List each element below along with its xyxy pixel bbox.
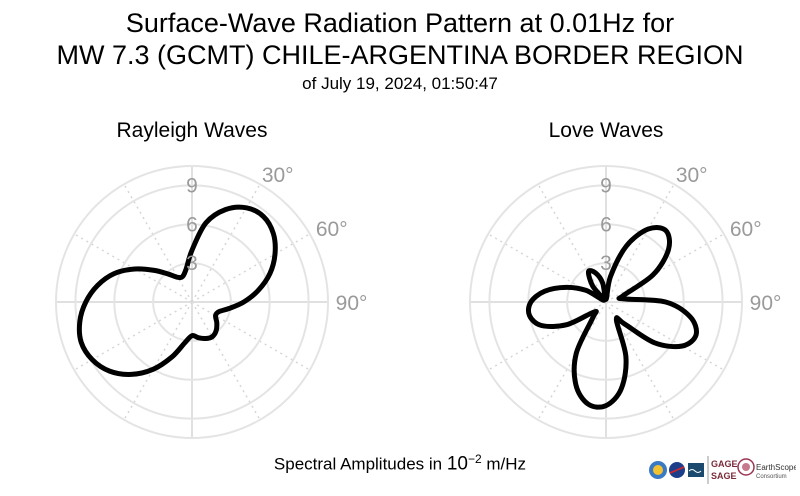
nasa-logo-icon xyxy=(669,462,685,478)
love-grid-spoke xyxy=(605,301,675,421)
rayleigh-grid-circle xyxy=(113,223,271,381)
chart-title-line-2: MW 7.3 (GCMT) CHILE-ARGENTINA BORDER REG… xyxy=(56,40,744,70)
rayleigh-angular-tick-label: 90° xyxy=(336,292,368,315)
rayleigh-grid-spoke xyxy=(191,301,311,371)
sage-logo-text: SAGE xyxy=(711,471,737,481)
love-grid-spoke xyxy=(487,301,607,371)
rayleigh-radial-tick-label: 3 xyxy=(186,252,198,275)
love-radial-tick-label: 9 xyxy=(600,174,612,197)
love-grid-spoke xyxy=(605,183,675,303)
love-grid-spoke xyxy=(537,301,607,421)
rayleigh-angular-tick-label: 60° xyxy=(316,218,348,241)
rayleigh-grid-spoke xyxy=(73,301,193,371)
love-plot-title: Love Waves xyxy=(549,119,664,142)
love-radiation-pattern-line xyxy=(525,225,699,410)
chart-subtitle: of July 19, 2024, 01:50:47 xyxy=(302,74,498,93)
chart-title-line-1: Surface-Wave Radiation Pattern at 0.01Hz… xyxy=(125,8,675,38)
rayleigh-grid-spoke xyxy=(191,183,261,303)
love-radial-tick-label: 3 xyxy=(600,252,612,275)
rayleigh-angular-tick-label: 30° xyxy=(262,164,294,187)
love-radial-tick-label: 6 xyxy=(600,213,612,236)
usgs-logo-icon xyxy=(688,463,704,477)
rayleigh-grid-spoke xyxy=(123,183,193,303)
nsf-logo-icon xyxy=(649,461,667,479)
rayleigh-polar-plot: Rayleigh Waves 3 6 9 30° 60° 90° xyxy=(55,119,368,439)
love-grid-spoke xyxy=(537,183,607,303)
rayleigh-plot-title: Rayleigh Waves xyxy=(117,119,268,142)
gage-logo-text: GAGE xyxy=(711,459,738,469)
love-polar-plot: Love Waves 3 6 9 30° 60° 90° xyxy=(469,119,782,439)
units-prefix: Spectral Amplitudes in xyxy=(273,454,447,474)
love-grid-circle xyxy=(469,165,743,439)
earthscope-logo-icon xyxy=(737,458,755,476)
consortium-logo-text: Consortium xyxy=(756,474,787,480)
love-angular-tick-label: 60° xyxy=(730,218,762,241)
rayleigh-grid-circle xyxy=(74,184,310,420)
love-grid-spoke xyxy=(487,233,607,303)
rayleigh-grid-spoke xyxy=(191,301,261,421)
sponsor-logos: GAGE SAGE EarthScope Consortium xyxy=(649,456,796,484)
love-angular-tick-label: 30° xyxy=(676,164,708,187)
amplitude-units-label: Spectral Amplitudes in 10−2 m/Hz xyxy=(0,452,800,476)
rayleigh-grid-spoke xyxy=(191,233,311,303)
units-suffix: m/Hz xyxy=(481,454,527,474)
rayleigh-grid-spoke xyxy=(123,301,193,421)
love-grid-circle xyxy=(488,184,724,420)
rayleigh-radial-tick-label: 6 xyxy=(186,213,198,236)
rayleigh-radial-tick-label: 9 xyxy=(186,174,198,197)
rayleigh-grid-circle xyxy=(152,262,232,342)
rayleigh-polar-grid xyxy=(55,165,329,439)
units-base: 10 xyxy=(446,453,468,475)
earthscope-logo-text: EarthScope xyxy=(756,463,796,472)
love-angular-tick-label: 90° xyxy=(750,292,782,315)
rayleigh-grid-circle xyxy=(55,165,329,439)
rayleigh-radiation-pattern-line xyxy=(76,204,278,377)
units-exponent: −2 xyxy=(467,452,482,466)
